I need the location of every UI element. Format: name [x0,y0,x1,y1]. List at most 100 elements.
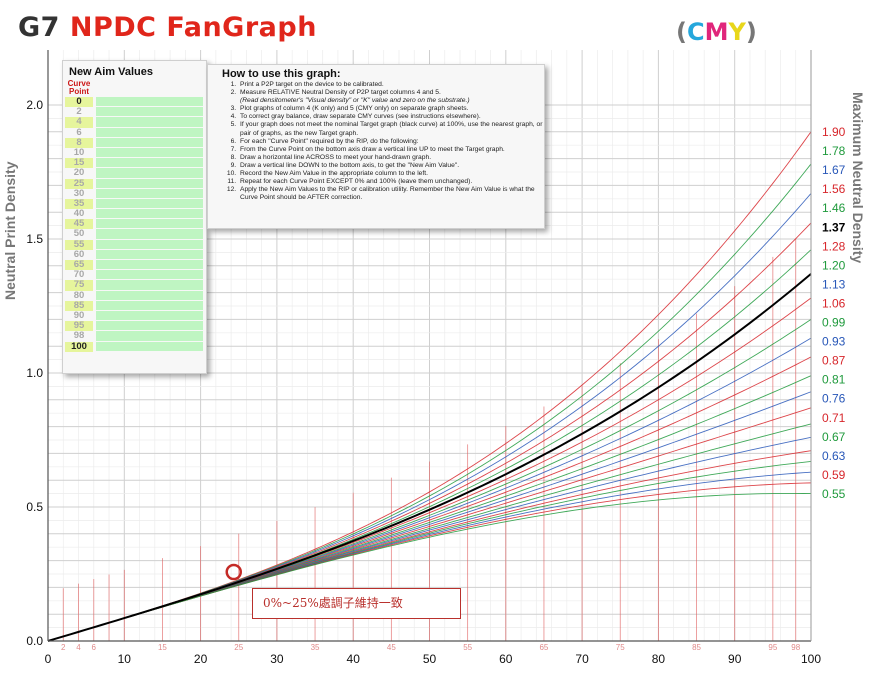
aim-row: 55 [65,239,203,250]
aim-curve-point: 0 [65,96,93,108]
aim-curve-point: 25 [65,178,93,189]
curve-end-label: 1.67 [822,163,846,177]
new-aim-values-panel: New Aim Values Curve Point 0 2 4 6 8 10 15 20 25… [62,60,207,374]
aim-value-cell[interactable] [96,280,203,291]
aim-row: 90 [65,309,203,322]
aim-row: 95 [65,320,203,332]
aim-value-cell[interactable] [96,209,203,220]
x-tick-label: 30 [270,652,284,666]
aim-value-cell[interactable] [96,127,203,138]
aim-value-cell[interactable] [96,137,203,148]
x-minor-tick-label: 95 [768,643,777,652]
y-tick-label: 1.0 [26,366,43,380]
aim-value-cell[interactable] [96,331,203,342]
aim-curve-point: 6 [76,126,82,138]
target-curve [47,273,812,642]
x-minor-tick-label: 25 [234,643,243,652]
aim-row: 80 [65,289,203,301]
aim-value-cell[interactable] [96,147,203,159]
curve-end-label: 1.13 [822,277,846,291]
curve-end-label: 0.59 [822,468,846,482]
curve-end-label: 0.71 [822,411,846,425]
x-tick-label: 60 [499,652,513,666]
curve-point-markers [62,238,797,641]
title-fangraph: NPDC FanGraph [69,12,317,43]
aim-curve-point: 45 [65,219,93,230]
x-minor-tick-label: 85 [692,643,701,652]
aim-value-cell[interactable] [96,249,203,260]
x-minor-tick-label: 4 [76,643,81,652]
x-minor-tick-label: 75 [616,643,625,652]
aim-row: 25 [65,178,203,189]
aim-value-cell[interactable] [96,117,203,128]
aim-curve-point: 8 [65,137,93,148]
instruction-step: Repeat for each Curve Point EXCEPT 0% an… [238,178,550,186]
aim-row: 85 [65,300,203,311]
aim-value-cell[interactable] [96,310,203,322]
instruction-step: Measure RELATIVE Neutral Density of P2P … [238,89,550,105]
aim-curve-point: 85 [65,300,93,311]
aim-value-cell[interactable] [96,219,203,230]
aim-curve-point: 80 [73,289,85,301]
curve-end-label: 1.78 [822,144,846,158]
aim-value-cell[interactable] [96,239,203,250]
aim-value-cell[interactable] [96,198,203,210]
curve-end-label: 1.37 [822,220,846,234]
y-tick-labels: 0.0 0.5 1.0 1.5 2.0 [26,98,43,648]
aim-row: 20 [65,168,203,179]
aim-value-cell[interactable] [96,321,203,332]
curve-end-label: 0.76 [822,392,846,406]
x-tick-labels: 0 10 20 30 40 50 60 70 80 90 100 2 4 6 15 25 35 45 55 65 75 8… [45,643,822,666]
x-tick-label: 40 [347,652,361,666]
aim-value-cell[interactable] [96,229,203,240]
x-tick-label: 20 [194,652,208,666]
y-tick-label: 0.5 [26,500,43,514]
y-tick-label: 2.0 [26,98,43,112]
aim-value-rows: 0 2 4 6 8 10 15 20 25 30 35 40 45 50 55 60 65 70 75 80 85 90 9… [65,96,203,352]
aim-value-cell[interactable] [96,107,203,118]
y-tick-label: 1.5 [26,232,43,246]
aim-value-cell[interactable] [96,188,203,199]
instruction-step: From the Curve Point on the bottom axis … [238,146,550,154]
aim-row: 100 [65,341,203,352]
x-tick-label: 90 [728,652,742,666]
aim-value-cell[interactable] [96,158,203,169]
x-tick-label: 50 [423,652,437,666]
x-tick-label: 70 [575,652,589,666]
curve-end-label: 0.93 [822,335,846,349]
aim-value-cell[interactable] [96,97,203,108]
aim-row: 35 [65,198,203,210]
instruction-step: Draw a horizontal line ACROSS to meet yo… [238,154,550,162]
aim-value-cell[interactable] [96,270,203,281]
aim-curve-point: 90 [73,309,85,321]
instruction-step: Apply the New Aim Values to the RIP or c… [238,186,550,202]
aim-value-cell[interactable] [96,168,203,179]
cmy-close: ) [745,18,757,46]
aim-value-cell[interactable] [96,341,203,352]
annotation-box: 0%~25%處調子維持一致 [252,588,461,619]
aim-value-cell[interactable] [96,290,203,301]
aim-value-cell[interactable] [96,300,203,311]
x-minor-tick-label: 65 [539,643,548,652]
curve-end-label: 1.28 [822,239,846,253]
curve-end-label: 0.87 [822,354,846,368]
aim-curve-point: 55 [65,239,93,250]
curve-end-label: 1.20 [822,258,846,272]
x-minor-tick-label: 6 [92,643,97,652]
x-minor-tick-label: 35 [311,643,320,652]
aim-row: 45 [65,219,203,230]
curve-end-label: 1.90 [822,125,846,139]
instruction-step: Plot graphs of column 4 (K only) and 5 (… [238,105,550,113]
aim-curve-point: 30 [73,187,85,199]
highlight-circle [225,563,242,581]
x-tick-label: 10 [118,652,132,666]
aim-row: 6 [65,126,203,138]
aim-value-cell[interactable] [96,260,203,271]
aim-panel-title: New Aim Values [69,66,153,78]
curve-end-labels: 1.90 1.78 1.67 1.56 1.46 1.37 1.28 1.20 1.13 1.06… [822,125,846,501]
y-axis-title: Neutral Print Density [2,161,18,300]
aim-curve-point: 65 [65,259,93,271]
instruction-step: For each "Curve Point" required by the R… [238,138,550,146]
x-minor-tick-label: 98 [791,643,800,652]
aim-value-cell[interactable] [96,178,203,189]
